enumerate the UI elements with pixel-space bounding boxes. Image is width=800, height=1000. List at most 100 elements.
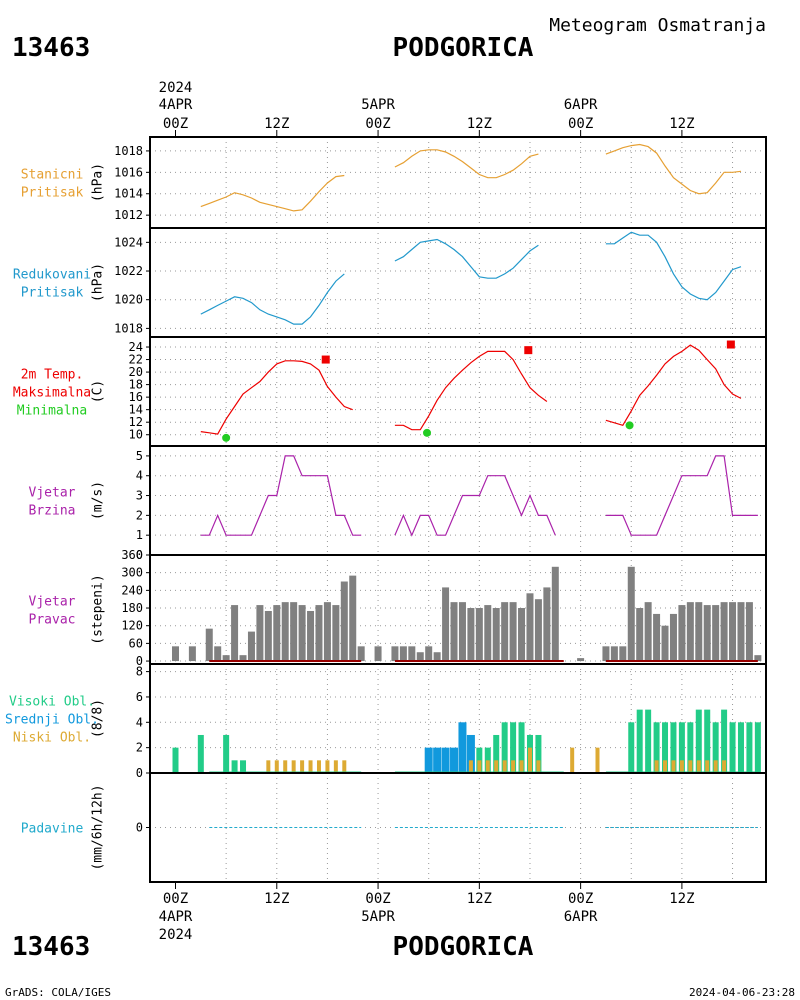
middle-cloud-bar xyxy=(450,747,459,773)
direction-bar xyxy=(475,608,483,662)
high-cloud-bar xyxy=(721,709,728,773)
low-cloud-bar xyxy=(502,760,507,773)
y-axis-label: (hPa) xyxy=(91,163,106,202)
direction-bar xyxy=(408,646,416,662)
low-cloud-bar xyxy=(274,760,279,773)
panel-label: Stanicni xyxy=(21,168,84,183)
credit-text: GrADS: COLA/IGES xyxy=(5,986,111,999)
low-cloud-bar xyxy=(283,760,288,773)
y-tick-label: 3 xyxy=(136,489,143,503)
high-cloud-bar xyxy=(493,734,500,773)
y-tick-label: 2 xyxy=(136,508,143,522)
date-label: 4APR xyxy=(159,97,193,113)
panel-label: Vjetar xyxy=(29,486,76,501)
plot-area xyxy=(150,137,766,228)
series-line xyxy=(605,231,742,301)
y-tick-label: 12 xyxy=(129,415,143,429)
direction-bar xyxy=(374,646,382,662)
y-tick-label: 180 xyxy=(121,601,143,615)
middle-cloud-bar xyxy=(466,734,475,773)
y-tick-label: 5 xyxy=(136,449,143,463)
direction-bar xyxy=(518,608,526,662)
low-cloud-bar xyxy=(325,760,330,773)
low-cloud-bar xyxy=(527,747,532,773)
direction-bar xyxy=(172,646,179,662)
direction-bar xyxy=(526,593,534,662)
low-cloud-bar xyxy=(477,760,482,773)
direction-bar xyxy=(551,566,559,662)
middle-cloud-bar xyxy=(441,747,450,773)
y-tick-label: 1024 xyxy=(114,235,143,249)
y-axis-label: (C) xyxy=(91,380,106,403)
y-tick-label: 8 xyxy=(136,665,143,679)
high-cloud-bar xyxy=(197,734,204,773)
y-axis-label: (stepeni) xyxy=(91,574,106,644)
max-temp-marker xyxy=(726,340,735,349)
meteogram-title: Meteogram Osmatranja xyxy=(549,15,766,36)
time-axis-bottom: 00Z 4APR 2024 12Z 00Z 5APR 12Z 00Z 6APR 12Z xyxy=(159,882,695,943)
y-tick-label: 4 xyxy=(136,715,143,729)
low-cloud-bar xyxy=(688,760,693,773)
panel-frame xyxy=(149,336,767,447)
direction-bar xyxy=(256,605,264,662)
direction-bar xyxy=(653,613,661,662)
direction-bar xyxy=(214,646,222,662)
y-tick-label: 4 xyxy=(136,469,143,483)
direction-bar xyxy=(492,608,500,662)
station-name-top: PODGORICA xyxy=(393,33,534,63)
plot-area xyxy=(150,555,766,664)
low-cloud-bar xyxy=(511,760,516,773)
low-cloud-bar xyxy=(679,760,684,773)
direction-bar xyxy=(315,605,323,662)
direction-bar xyxy=(357,646,365,662)
time-tick-label: 00Z xyxy=(365,891,390,907)
low-cloud-bar xyxy=(519,760,524,773)
direction-bar xyxy=(712,605,720,662)
y-axis-label: (m/s) xyxy=(91,481,106,520)
y-tick-label: 18 xyxy=(129,378,143,392)
middle-cloud-bar xyxy=(424,747,433,773)
panel-label: Pritisak xyxy=(21,186,84,201)
direction-bar xyxy=(610,646,618,662)
time-tick-label: 12Z xyxy=(669,891,694,907)
high-cloud-bar xyxy=(729,722,736,773)
direction-bar xyxy=(501,602,509,662)
panel-frame xyxy=(149,772,767,883)
y-tick-label: 1 xyxy=(136,528,143,542)
low-cloud-bar xyxy=(316,760,321,773)
series-line xyxy=(394,238,539,279)
series-line xyxy=(394,149,539,179)
direction-bar xyxy=(323,602,331,662)
y-tick-label: 240 xyxy=(121,583,143,597)
low-cloud-bar xyxy=(654,760,659,773)
direction-bar xyxy=(416,652,424,662)
panel-wind-speed: 0 1 2 3 4 5 Vjetar Brzina (m/s) xyxy=(29,445,767,562)
station-id-top: 13463 xyxy=(12,33,90,63)
low-cloud-bar xyxy=(705,760,710,773)
panel-label: 2m Temp. xyxy=(21,368,84,383)
station-name-bottom: PODGORICA xyxy=(393,932,534,962)
time-tick-label: 12Z xyxy=(264,116,289,132)
direction-bar xyxy=(509,602,517,662)
direction-bar xyxy=(737,602,745,662)
direction-bar xyxy=(636,608,644,662)
high-cloud-bar xyxy=(670,722,677,773)
panel-label: Niski Obl. xyxy=(13,731,91,746)
direction-bar xyxy=(669,613,677,662)
low-cloud-bar xyxy=(570,747,575,773)
direction-bar xyxy=(695,602,703,662)
panel-label: Minimalna xyxy=(17,404,87,419)
high-cloud-bar xyxy=(510,722,517,773)
direction-bar xyxy=(332,605,340,662)
time-tick-label: 00Z xyxy=(163,116,188,132)
direction-bar xyxy=(686,602,694,662)
direction-bar xyxy=(678,605,686,662)
y-tick-label: 0 xyxy=(136,548,143,562)
middle-cloud-bar xyxy=(433,747,442,773)
time-tick-label: 00Z xyxy=(568,116,593,132)
direction-bar xyxy=(349,575,357,662)
panel-wind-direction: 0 60 120 180 240 300 360 Vjetar Pravac (stepeni) xyxy=(29,548,767,668)
low-cloud-bar xyxy=(266,760,271,773)
direction-bar xyxy=(391,646,399,662)
plot-area xyxy=(150,446,766,555)
